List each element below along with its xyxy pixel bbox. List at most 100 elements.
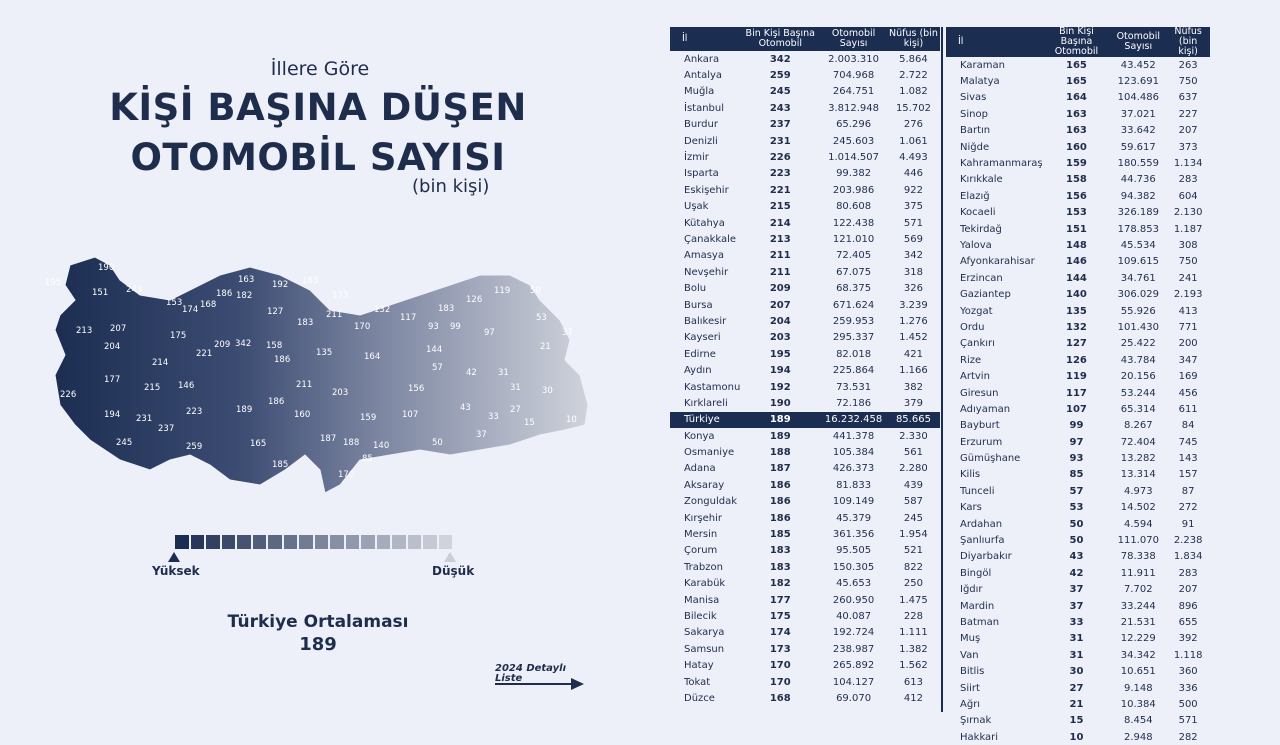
- cell-per-thousand: 187: [769, 463, 791, 475]
- cell-province: Türkiye: [670, 411, 741, 428]
- table-row: Çankırı 127 25.422 200: [946, 336, 1210, 352]
- map-province-value: 259: [186, 442, 202, 452]
- map-province-value: 107: [402, 410, 418, 420]
- table-row: Sinop 163 37.021 227: [946, 106, 1210, 122]
- cell-population: 143: [1178, 453, 1198, 465]
- legend-swatch: [360, 534, 376, 550]
- cell-cars: 80.608: [836, 201, 872, 213]
- cell-cars: 122.438: [832, 217, 875, 229]
- cell-per-thousand: 188: [769, 447, 791, 459]
- cell-population: 750: [1178, 256, 1198, 268]
- table-row: Gümüşhane 93 13.282 143: [946, 450, 1210, 466]
- cell-population: 227: [1178, 108, 1198, 120]
- cell-province: Rize: [960, 354, 982, 366]
- map-province-value: 156: [408, 384, 424, 394]
- cell-per-thousand: 30: [1069, 666, 1084, 678]
- cell-province: Giresun: [960, 387, 999, 399]
- table-row: İzmir 226 1.014.507 4.493: [670, 149, 940, 165]
- table-row: Kırşehir 186 45.379 245: [670, 510, 940, 526]
- cell-province: Iğdır: [960, 584, 983, 596]
- cell-per-thousand: 37: [1069, 600, 1084, 612]
- cell-per-thousand: 173: [769, 643, 791, 655]
- cell-population: 587: [903, 496, 923, 508]
- map-province-value: 186: [216, 289, 232, 299]
- arrow-right-icon: [495, 683, 575, 685]
- table-row: Trabzon 183 150.305 822: [670, 559, 940, 575]
- subtitle: İllere Göre: [270, 58, 370, 80]
- cell-province: Tekirdağ: [960, 223, 1002, 235]
- cell-cars: 7.702: [1123, 584, 1153, 596]
- cell-cars: 25.422: [1120, 338, 1156, 350]
- cell-cars: 104.127: [832, 676, 875, 688]
- map-province-value: 186: [268, 397, 284, 407]
- cell-population: 91: [1181, 518, 1195, 530]
- cell-cars: 8.267: [1123, 420, 1153, 432]
- col-header-population: Nüfus (bin kişi): [1166, 27, 1210, 57]
- cell-cars: 101.430: [1117, 321, 1159, 333]
- table-row: Türkiye 189 16.232.458 85.665: [670, 411, 940, 428]
- legend-swatch: [437, 534, 453, 550]
- cell-population: 375: [903, 201, 923, 213]
- cell-province: Sakarya: [684, 627, 725, 639]
- table-row: Nevşehir 211 67.075 318: [670, 264, 940, 280]
- cell-population: 412: [903, 692, 923, 704]
- cell-population: 373: [1178, 141, 1198, 153]
- map-province-value: 117: [400, 313, 416, 323]
- table-row: Düzce 168 69.070 412: [670, 690, 940, 706]
- map-province-value: 174: [182, 305, 198, 315]
- cell-province: Nevşehir: [684, 266, 729, 278]
- cell-per-thousand: 85: [1069, 469, 1084, 481]
- cell-population: 604: [1178, 190, 1198, 202]
- table-row: Bitlis 30 10.651 360: [946, 663, 1210, 679]
- table-row: Isparta 223 99.382 446: [670, 166, 940, 182]
- average-label: Türkiye Ortalaması: [227, 612, 409, 632]
- cell-cars: 13.282: [1120, 453, 1156, 465]
- map-province-value: 189: [236, 405, 252, 415]
- cell-population: 207: [1178, 125, 1198, 137]
- cell-cars: 704.968: [832, 70, 875, 82]
- cell-per-thousand: 231: [769, 135, 791, 147]
- cell-per-thousand: 211: [769, 250, 791, 262]
- cell-province: Manisa: [684, 594, 720, 606]
- cell-cars: 123.691: [1117, 76, 1159, 88]
- cell-per-thousand: 148: [1066, 239, 1087, 251]
- cell-cars: 16.232.458: [820, 411, 887, 428]
- cell-cars: 3.812.948: [828, 102, 880, 114]
- cell-population: 283: [1178, 174, 1198, 186]
- cell-province: Karabük: [684, 578, 726, 590]
- cell-province: Antalya: [684, 70, 723, 82]
- cell-province: Batman: [960, 616, 1000, 628]
- cell-population: 1.954: [899, 529, 928, 541]
- cell-cars: 95.505: [836, 545, 872, 557]
- detail-list-link[interactable]: 2024 Detaylı Liste: [495, 664, 566, 684]
- cell-per-thousand: 185: [769, 529, 791, 541]
- cell-per-thousand: 163: [1066, 125, 1087, 137]
- map-province-value: 153: [166, 298, 182, 308]
- cell-population: 2.193: [1173, 289, 1203, 301]
- cell-per-thousand: 140: [1066, 289, 1087, 301]
- legend-swatch: [298, 534, 314, 550]
- map-province-value: 135: [316, 348, 332, 358]
- cell-per-thousand: 15: [1069, 715, 1084, 727]
- cell-population: 569: [903, 233, 923, 245]
- cell-cars: 34.761: [1120, 272, 1156, 284]
- cell-per-thousand: 126: [1066, 354, 1087, 366]
- cell-cars: 65.296: [836, 119, 872, 131]
- map-province-value: 15: [524, 418, 535, 428]
- cell-population: 347: [1178, 354, 1198, 366]
- table-divider: [941, 27, 943, 712]
- cell-population: 342: [903, 250, 923, 262]
- map-province-value: 211: [326, 310, 342, 320]
- cell-province: Aksaray: [684, 479, 725, 491]
- cell-per-thousand: 132: [1066, 321, 1087, 333]
- cell-population: 1.166: [899, 365, 928, 377]
- cell-cars: 44.736: [1120, 174, 1156, 186]
- cell-per-thousand: 342: [769, 53, 791, 65]
- cell-population: 282: [1178, 731, 1198, 743]
- cell-cars: 361.356: [832, 529, 875, 541]
- map-province-value: 164: [364, 352, 380, 362]
- cell-province: Niğde: [960, 141, 990, 153]
- cell-cars: 259.953: [832, 315, 875, 327]
- cell-cars: 55.926: [1120, 305, 1156, 317]
- cell-cars: 264.751: [832, 86, 875, 98]
